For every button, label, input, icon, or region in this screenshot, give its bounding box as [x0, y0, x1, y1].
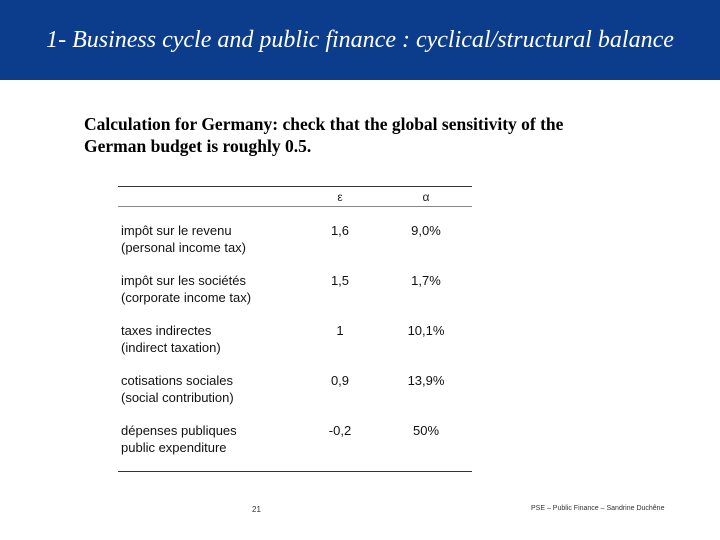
slide-header: 1- Business cycle and public finance : c… [0, 0, 720, 80]
row-label: impôt sur le revenu (personal income tax… [121, 222, 311, 256]
row-label: cotisations sociales (social contributio… [121, 372, 311, 406]
sensitivity-table: ε α impôt sur le revenu (personal income… [118, 186, 472, 472]
epsilon-value: 1 [336, 323, 344, 338]
column-header-alpha: α [422, 190, 430, 204]
row-label-line-1: cotisations sociales [121, 373, 233, 388]
table-row: impôt sur les sociétés (corporate income… [118, 272, 472, 312]
alpha-value: 13,9% [407, 373, 445, 388]
epsilon-value: -0,2 [328, 423, 352, 438]
row-label-line-2: (corporate income tax) [121, 290, 252, 305]
intro-line-1: Calculation for Germany: check that the … [84, 114, 564, 134]
row-label-line-1: dépenses publiques [121, 423, 237, 438]
row-label: taxes indirectes (indirect taxation) [121, 322, 311, 356]
epsilon-value: 1,6 [330, 223, 350, 238]
row-label: impôt sur les sociétés (corporate income… [121, 272, 311, 306]
footer-credit: PSE – Public Finance – Sandrine Duchêne [531, 505, 665, 512]
row-label-line-1: impôt sur le revenu [121, 223, 232, 238]
table-row: taxes indirectes (indirect taxation) 1 1… [118, 322, 472, 362]
alpha-value: 9,0% [411, 223, 441, 238]
table-row: impôt sur le revenu (personal income tax… [118, 222, 472, 262]
header-divider [118, 206, 472, 207]
table-row: cotisations sociales (social contributio… [118, 372, 472, 412]
row-label-line-1: impôt sur les sociétés [121, 273, 246, 288]
alpha-value: 50% [412, 423, 440, 438]
intro-line-2: German budget is roughly 0.5. [84, 136, 312, 156]
page-number: 21 [252, 505, 261, 514]
slide-title: 1- Business cycle and public finance : c… [46, 27, 674, 53]
row-label-line-2: (personal income tax) [121, 240, 246, 255]
alpha-value: 10,1% [407, 323, 445, 338]
table-row: dépenses publiques public expenditure -0… [118, 422, 472, 462]
row-label-line-2: (indirect taxation) [121, 340, 221, 355]
epsilon-value: 1,5 [330, 273, 350, 288]
row-label-line-1: taxes indirectes [121, 323, 212, 338]
row-label-line-2: public expenditure [121, 440, 227, 455]
alpha-value: 1,7% [411, 273, 441, 288]
column-header-epsilon: ε [337, 190, 343, 204]
row-label-line-2: (social contribution) [121, 390, 234, 405]
intro-text: Calculation for Germany: check that the … [84, 113, 664, 157]
row-label: dépenses publiques public expenditure [121, 422, 311, 456]
epsilon-value: 0,9 [330, 373, 350, 388]
